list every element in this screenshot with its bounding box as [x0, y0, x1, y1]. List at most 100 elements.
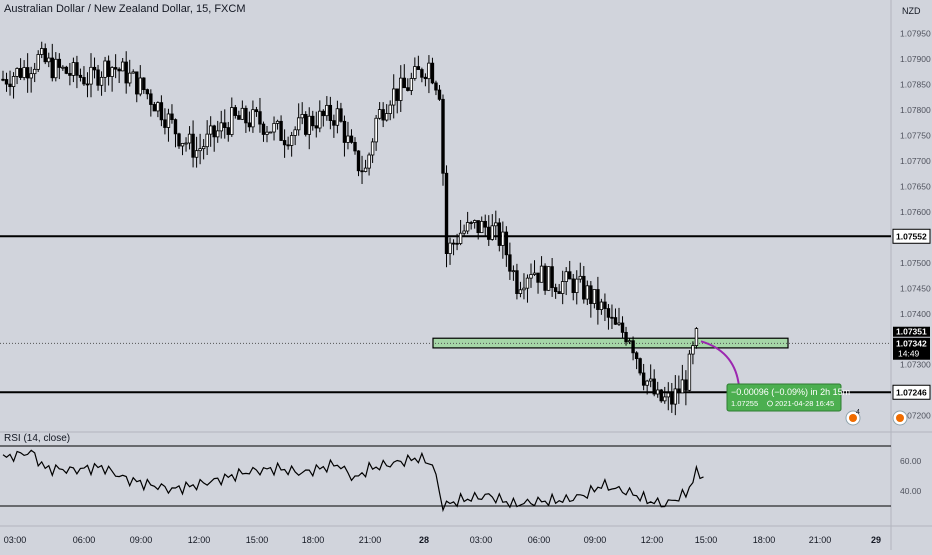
- candle-body: [663, 396, 667, 402]
- level-label: 1.07246: [896, 387, 927, 397]
- candle-body: [8, 83, 12, 88]
- candle-body: [339, 108, 343, 122]
- candle-body: [687, 353, 692, 391]
- candle-body: [205, 133, 209, 148]
- candle-body: [423, 76, 428, 80]
- rsi-title[interactable]: RSI (14, close): [4, 433, 71, 444]
- candle-body: [472, 220, 477, 223]
- current-price-box: [893, 337, 930, 360]
- time-tick-label: 06:00: [73, 535, 96, 545]
- candle-body: [279, 120, 283, 141]
- candle-body: [497, 222, 502, 246]
- candle-body: [282, 140, 287, 146]
- candle-body: [61, 66, 65, 69]
- price-tick-label: 1.07600: [900, 207, 931, 217]
- candle-body: [413, 66, 417, 79]
- symbol-title[interactable]: Australian Dollar / New Zealand Dollar, …: [4, 3, 246, 15]
- candle-body: [349, 135, 354, 143]
- candle-body: [522, 287, 526, 291]
- candle-body: [226, 127, 230, 135]
- candle-body: [469, 222, 473, 224]
- candle-body: [666, 392, 670, 398]
- candle-body: [659, 389, 663, 402]
- candle-body: [392, 88, 396, 106]
- candle-body: [272, 123, 276, 133]
- candle-body: [613, 317, 618, 325]
- candle-body: [177, 133, 181, 147]
- candle-body: [508, 254, 512, 272]
- candle-body: [532, 272, 537, 275]
- candle-body: [617, 322, 621, 325]
- candle-body: [603, 301, 607, 309]
- candle-body: [430, 62, 435, 84]
- candle-body: [550, 266, 554, 288]
- candle-body: [120, 61, 125, 72]
- candle-body: [251, 109, 255, 128]
- candle-body: [18, 68, 23, 78]
- candle-body: [571, 278, 575, 294]
- candle-body: [15, 68, 19, 77]
- candle-body: [564, 271, 568, 282]
- candle-body: [166, 113, 171, 128]
- candle-body: [191, 133, 195, 158]
- forecast-arrow: [700, 340, 740, 387]
- candle-body: [677, 388, 681, 394]
- candle-body: [321, 110, 326, 117]
- candle-body: [64, 66, 69, 74]
- candle-body: [103, 60, 107, 78]
- level-label-box: [892, 228, 931, 244]
- candle-body: [145, 89, 150, 95]
- price-tick-label: 1.07750: [900, 130, 931, 140]
- candle-body: [307, 115, 311, 135]
- candle-body: [384, 113, 389, 121]
- candle-body: [575, 278, 579, 294]
- candle-body: [620, 322, 625, 333]
- candle-body: [149, 93, 153, 105]
- candle-body: [543, 265, 547, 291]
- candle-body: [117, 68, 121, 72]
- candle-body: [476, 220, 480, 234]
- candle-body: [4, 79, 9, 85]
- price-tick-label: 1.07450: [900, 283, 931, 293]
- candle-body: [694, 328, 699, 346]
- candle-body: [261, 123, 266, 135]
- candle-body: [606, 308, 611, 318]
- candle-body: [314, 125, 318, 129]
- candle-body: [395, 88, 399, 101]
- candle-body: [254, 109, 259, 113]
- candle-body: [684, 379, 688, 391]
- current-price-label: 1.07342: [896, 339, 927, 349]
- candle-body: [85, 83, 90, 86]
- candle-body: [92, 66, 97, 71]
- candle-body: [332, 120, 336, 126]
- candle-body: [465, 222, 470, 232]
- candle-body: [289, 135, 294, 146]
- candle-body: [458, 232, 463, 244]
- candle-body: [96, 69, 100, 86]
- clock-icon: [767, 400, 773, 407]
- candle-body: [596, 289, 600, 310]
- candle-body: [124, 61, 128, 84]
- candle-body: [212, 125, 216, 138]
- candle-body: [487, 226, 491, 240]
- candle-body: [40, 48, 44, 55]
- candle-body: [89, 66, 93, 85]
- candle-body: [494, 222, 498, 227]
- candle-body: [258, 111, 262, 125]
- candle-body: [377, 109, 382, 119]
- candle-body: [515, 270, 519, 294]
- candle-body: [11, 76, 16, 88]
- candle-body: [265, 131, 269, 135]
- candle-body: [374, 117, 378, 143]
- candle-body: [293, 129, 297, 136]
- candle-body: [219, 122, 223, 132]
- candle-body: [170, 113, 174, 121]
- candle-body: [159, 102, 164, 121]
- candle-body: [356, 150, 361, 172]
- candle-body: [673, 388, 678, 405]
- candle-body: [691, 345, 695, 355]
- candle-body: [409, 78, 414, 91]
- candle-body: [444, 172, 449, 255]
- candle-body: [546, 266, 551, 291]
